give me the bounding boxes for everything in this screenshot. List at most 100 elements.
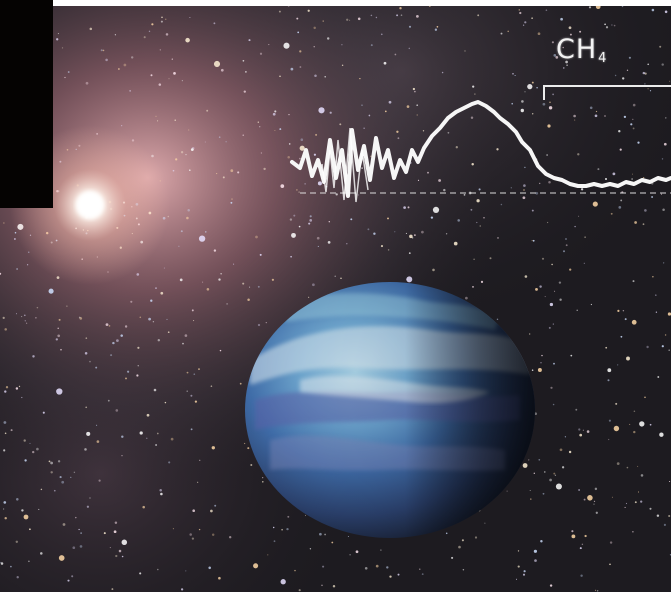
star-dot [299, 66, 302, 68]
star-dot [257, 285, 260, 288]
star-dot [278, 10, 281, 13]
star-dot [130, 56, 134, 59]
star-dot [563, 67, 565, 69]
star-dot [545, 9, 548, 11]
star-dot [136, 273, 140, 276]
star-dot [416, 114, 418, 116]
star-dot [26, 322, 28, 324]
star-dot [534, 412, 538, 416]
star-dot [121, 539, 128, 546]
star-dot [560, 17, 563, 21]
star-dot [414, 90, 416, 93]
star-dot [121, 455, 123, 457]
star-dot [587, 495, 593, 501]
star-dot [579, 30, 582, 33]
star-dot [644, 209, 647, 212]
star-dot [438, 179, 441, 182]
star-dot [453, 241, 458, 246]
star-dot [242, 59, 245, 62]
star-dot [477, 14, 480, 17]
star-dot [595, 511, 598, 514]
star-dot [247, 298, 250, 302]
star-dot [407, 206, 410, 209]
star-dot [347, 535, 349, 538]
star-dot [412, 87, 416, 91]
star-dot [470, 116, 474, 119]
star-dot [384, 110, 387, 113]
star-dot [565, 238, 567, 240]
star-dot [383, 61, 387, 65]
star-dot [220, 273, 222, 275]
star-dot [243, 442, 246, 445]
star-dot [542, 102, 546, 106]
star-dot [273, 540, 276, 543]
star-dot [208, 566, 211, 570]
star-dot [185, 37, 190, 43]
star-dot [272, 526, 275, 529]
star-dot [548, 106, 553, 110]
star-dot [394, 53, 397, 56]
star-dot [457, 219, 460, 222]
star-dot [659, 432, 664, 437]
star-dot [540, 362, 542, 364]
star-dot [24, 320, 26, 322]
star-dot [579, 433, 583, 437]
star-dot [160, 20, 163, 23]
star-dot [206, 109, 209, 112]
star-dot [644, 83, 646, 85]
star-dot [522, 573, 526, 576]
star-dot [3, 501, 7, 504]
star-dot [159, 49, 161, 51]
star-dot [388, 100, 392, 104]
star-dot [422, 130, 425, 132]
star-dot [326, 37, 330, 40]
top-border [0, 0, 671, 6]
star-dot [274, 129, 276, 132]
star-dot [577, 153, 580, 156]
star-dot [527, 83, 533, 90]
star-dot [3, 421, 7, 424]
star-dot [387, 217, 389, 220]
star-dot [2, 316, 5, 320]
star-dot [155, 115, 157, 117]
star-dot [542, 492, 545, 495]
star-dot [0, 562, 4, 565]
star-dot [288, 113, 290, 116]
star-dot [470, 208, 473, 211]
star-dot [335, 193, 338, 196]
star-dot [197, 481, 199, 483]
star-dot [441, 71, 444, 74]
star-dot [245, 71, 247, 73]
star-dot [0, 561, 2, 563]
star-dot [118, 68, 120, 70]
star-dot [198, 235, 206, 242]
star-dot [288, 143, 291, 145]
star-dot [4, 516, 7, 520]
star-dot [229, 536, 232, 539]
star-dot [522, 24, 525, 26]
star-dot [569, 268, 572, 271]
star-dot [243, 90, 246, 93]
star-dot [416, 104, 419, 107]
star-dot [40, 488, 43, 491]
star-dot [331, 541, 334, 544]
star-dot [334, 275, 336, 277]
molecule-text: CH [556, 34, 598, 65]
star-dot [316, 236, 320, 240]
star-dot [213, 22, 216, 25]
star-dot [608, 419, 611, 422]
star-dot [164, 401, 167, 404]
star-dot [610, 212, 613, 215]
star-dot [649, 90, 652, 92]
star-dot [317, 245, 319, 247]
star-dot [80, 532, 82, 534]
star-dot [10, 565, 12, 568]
star-dot [661, 158, 664, 160]
star-dot [652, 276, 654, 278]
star-dot [564, 436, 567, 438]
star-dot [280, 579, 286, 585]
star-dot [618, 130, 621, 133]
star-dot [271, 278, 275, 281]
star-dot [659, 45, 662, 48]
star-dot [394, 231, 396, 233]
